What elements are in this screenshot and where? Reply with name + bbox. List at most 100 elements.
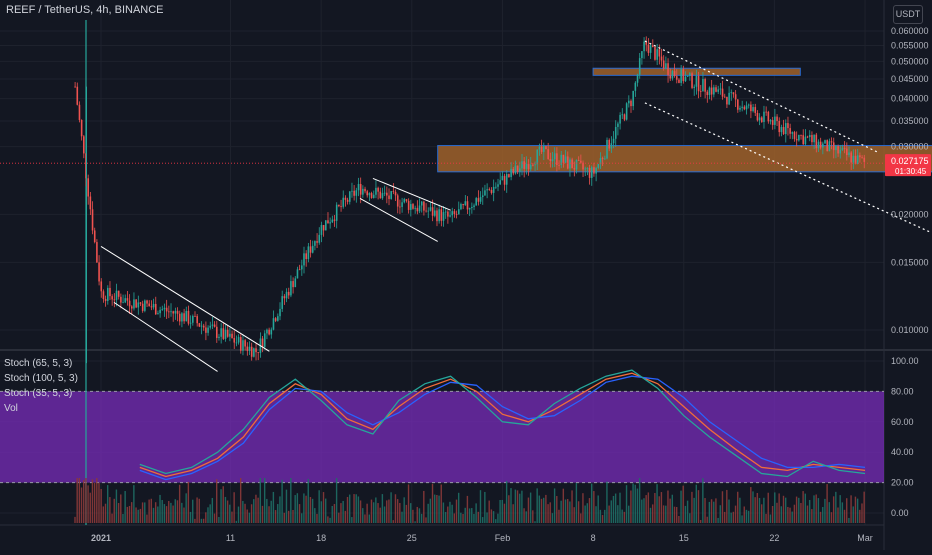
volume-bar <box>819 511 822 523</box>
candle-body <box>141 303 144 311</box>
candle-body <box>434 210 436 216</box>
candle-body <box>614 126 617 139</box>
price-axis-label: 0.060000 <box>891 26 929 36</box>
volume-bar <box>804 493 806 523</box>
candle-body <box>819 141 822 148</box>
volume-bar <box>708 501 711 523</box>
candle-body <box>224 329 227 339</box>
candle-body <box>130 306 133 309</box>
volume-bar <box>163 504 166 523</box>
volume-bar <box>233 492 235 523</box>
candle-body <box>257 352 260 353</box>
candle-body <box>87 178 89 197</box>
volume-bar <box>534 521 536 523</box>
candle-body <box>364 188 366 192</box>
candle-body <box>710 87 713 95</box>
volume-bar <box>543 497 545 523</box>
candle-body <box>283 296 286 299</box>
candle-body <box>745 105 748 110</box>
volume-bar <box>761 504 763 523</box>
candle-body <box>641 51 643 59</box>
volume-bar <box>222 486 224 523</box>
indicator-label[interactable]: Stoch (100, 5, 3) <box>4 373 78 384</box>
candle-body <box>601 158 604 159</box>
volume-bar <box>719 505 721 523</box>
volume-bar <box>298 504 301 523</box>
candle-body <box>410 204 412 210</box>
candle-body <box>338 204 340 207</box>
volume-bar <box>211 497 214 523</box>
volume-bar <box>98 482 100 523</box>
volume-bar <box>253 499 255 523</box>
candle-body <box>747 104 750 106</box>
trendline-solid <box>372 177 451 211</box>
volume-bar <box>536 488 538 523</box>
volume-bar <box>133 485 135 523</box>
volume-bar <box>802 491 804 523</box>
volume-bar <box>822 507 824 523</box>
candle-body <box>490 189 493 193</box>
candle-body <box>832 142 835 151</box>
candle-body <box>837 146 839 154</box>
volume-bar <box>730 512 732 523</box>
candle-body <box>111 296 113 300</box>
candle-body <box>516 165 519 172</box>
volume-bar <box>665 505 667 523</box>
volume-bar <box>854 496 857 523</box>
candle-body <box>669 75 672 79</box>
volume-bar <box>852 506 854 523</box>
candle-body <box>863 157 866 162</box>
indicator-label[interactable]: Stoch (65, 5, 3) <box>4 358 73 369</box>
candle-body <box>841 148 844 150</box>
candle-body <box>584 168 587 170</box>
candle-body <box>78 104 81 120</box>
volume-bar <box>479 490 482 523</box>
candle-body <box>638 58 641 75</box>
candle-body <box>174 310 177 314</box>
volume-bar <box>859 509 861 523</box>
candle-body <box>826 140 828 152</box>
candle-body <box>621 114 624 116</box>
volume-bar <box>279 496 281 523</box>
candle-body <box>499 180 501 185</box>
volume-bar <box>122 513 124 523</box>
volume-bar <box>213 513 216 523</box>
volume-bar <box>848 517 850 523</box>
candle-body <box>209 325 212 328</box>
currency-badge[interactable]: USDT <box>893 5 923 24</box>
candle-body <box>320 225 323 235</box>
volume-bar <box>787 506 789 523</box>
indicator-label[interactable]: Vol <box>4 403 18 414</box>
candle-body <box>519 168 521 172</box>
volume-bar <box>621 509 623 523</box>
volume-bar <box>527 497 530 523</box>
candle-body <box>547 149 549 160</box>
candle-body <box>610 143 613 149</box>
volume-bar <box>597 495 599 523</box>
volume-bar <box>344 510 347 523</box>
volume-bar <box>808 499 811 523</box>
candle-body <box>466 201 469 210</box>
volume-bar <box>309 497 312 523</box>
candle-body <box>272 318 275 330</box>
candle-body <box>447 211 449 217</box>
candle-body <box>211 324 214 326</box>
indicator-label[interactable]: Stoch (35, 5, 3) <box>4 388 73 399</box>
candle-body <box>678 79 680 83</box>
symbol-title[interactable]: REEF / TetherUS, 4h, BINANCE <box>6 4 164 16</box>
volume-bar <box>316 513 318 523</box>
candle-body <box>379 191 382 199</box>
candle-body <box>187 310 190 324</box>
candle-body <box>699 91 702 93</box>
volume-bar <box>154 502 157 523</box>
candle-body <box>564 156 567 163</box>
volume-bar <box>667 490 669 523</box>
volume-bar <box>307 478 309 523</box>
volume-bar <box>381 494 384 523</box>
candle-body <box>405 199 408 201</box>
volume-bar <box>492 511 495 523</box>
candle-body <box>192 315 194 323</box>
candle-body <box>508 174 510 178</box>
